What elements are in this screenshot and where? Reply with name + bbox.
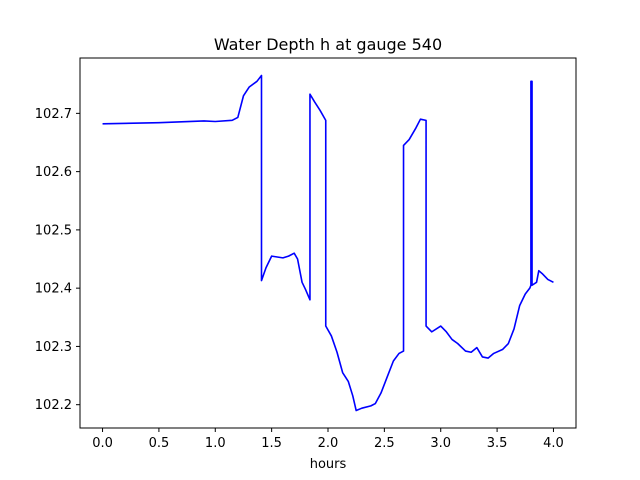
y-tick-label: 102.7 [35,107,72,122]
plot-area [80,58,576,428]
x-tick-label: 0.5 [149,436,170,451]
series-layer [102,74,554,412]
x-tick-label: 3.5 [487,436,508,451]
y-tick-label: 102.3 [35,340,72,355]
x-tick-label: 1.0 [205,436,226,451]
x-tick-label: 0.0 [92,436,113,451]
x-tick-label: 2.0 [318,436,339,451]
x-tick-label: 4.0 [543,436,564,451]
x-tick-label: 2.5 [374,436,395,451]
y-ticks: 102.2 102.3 102.4 102.5 102.6 102.7 [35,107,80,413]
x-axis-label: hours [310,457,347,472]
y-tick-label: 102.5 [35,223,72,238]
series-line-0 [102,74,554,412]
x-tick-label: 1.5 [261,436,282,451]
y-tick-label: 102.6 [35,165,72,180]
x-tick-label: 3.0 [430,436,451,451]
chart-title: Water Depth h at gauge 540 [214,35,442,54]
y-tick-label: 102.2 [35,398,72,413]
x-ticks: 0.0 0.5 1.0 1.5 2.0 2.5 3.0 3.5 4.0 [92,428,564,451]
y-tick-label: 102.4 [35,282,72,297]
